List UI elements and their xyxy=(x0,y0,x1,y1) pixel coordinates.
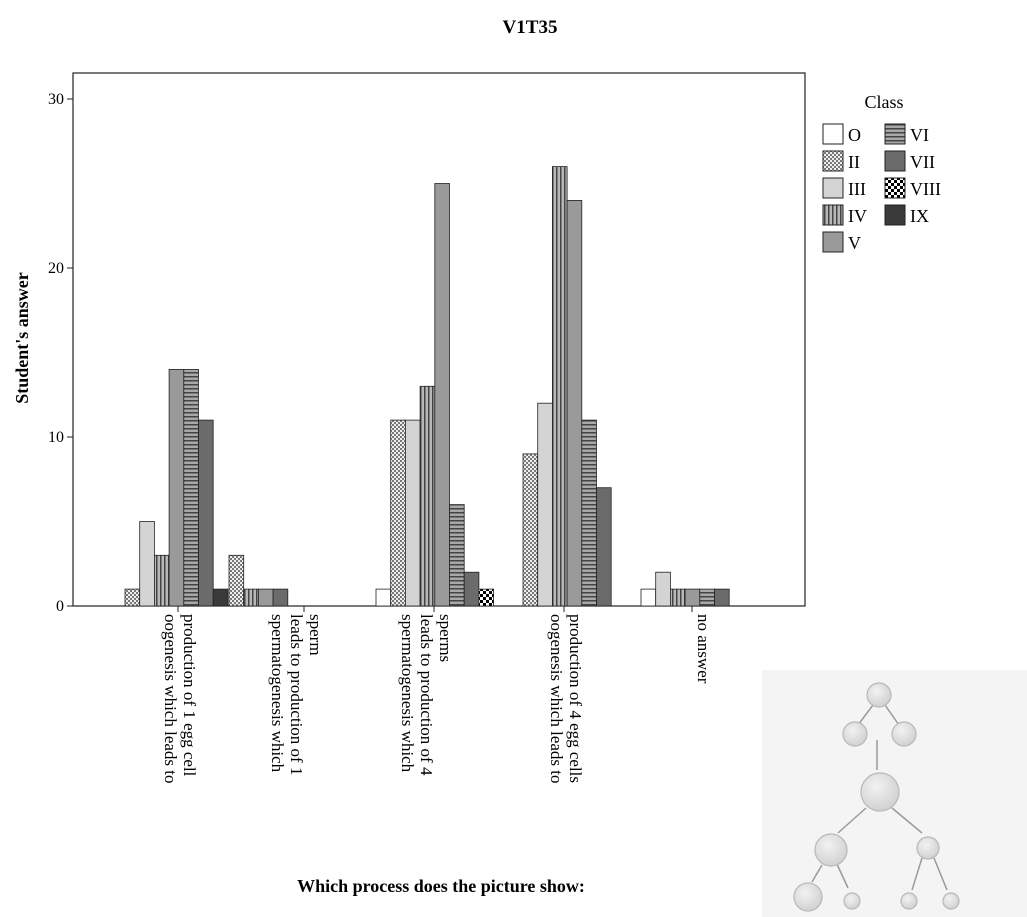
bar-ii-cat-1 xyxy=(124,588,141,607)
x-category-label: spermatogenesis which xyxy=(398,614,417,773)
x-category-label: oogenesis which leads to xyxy=(547,614,566,784)
x-axis: oogenesis which leads to production of 1 … xyxy=(161,606,713,784)
legend-swatch-iv xyxy=(822,204,844,226)
bar-iv-cat-3 xyxy=(419,385,436,607)
bars-group xyxy=(124,166,730,607)
x-category-label: no answer xyxy=(694,614,713,684)
legend-label-viii: VIII xyxy=(910,179,941,199)
bar-vi-cat-5 xyxy=(699,588,715,607)
y-tick-label: 20 xyxy=(48,260,64,277)
bar-v-cat-5 xyxy=(684,588,701,607)
bar-v-cat-1 xyxy=(168,368,185,607)
legend-swatch-ii xyxy=(822,150,844,172)
x-axis-title: Which process does the picture show: xyxy=(297,876,585,896)
bar-ii-cat-4 xyxy=(522,453,539,607)
legend-swatch-vi xyxy=(884,123,906,145)
legend-swatch-o xyxy=(822,123,844,145)
x-category-label: leads to production of 1 xyxy=(287,614,306,775)
bar-iv-cat-4 xyxy=(552,166,568,607)
y-axis: 0 10 20 30 xyxy=(48,91,73,615)
x-category-label: sperm xyxy=(306,614,325,656)
legend-label-ix: IX xyxy=(910,206,929,226)
bar-iii-cat-5 xyxy=(655,571,671,607)
legend-label-vii: VII xyxy=(910,152,935,172)
legend-label-vi: VI xyxy=(910,125,929,145)
bar-v-cat-4 xyxy=(566,199,583,607)
bar-vii-cat-2 xyxy=(272,588,289,607)
bar-iii-cat-4 xyxy=(537,402,553,607)
legend-label-v: V xyxy=(848,233,861,253)
bar-iv-cat-1 xyxy=(153,554,170,607)
x-category-label: oogenesis which leads to xyxy=(161,614,180,784)
legend-swatch-v xyxy=(822,231,844,253)
chart-title: V1T35 xyxy=(503,17,558,38)
x-category-label: production of 1 egg cell xyxy=(180,614,199,777)
bar-vi-cat-4 xyxy=(581,419,597,607)
y-axis-title: Student's answer xyxy=(12,272,32,404)
bar-o-cat-5 xyxy=(640,588,657,607)
y-tick-label: 0 xyxy=(56,598,64,615)
bar-viii-cat-3 xyxy=(478,588,494,607)
bar-vii-cat-5 xyxy=(714,588,730,607)
x-category-label: spermatogenesis which xyxy=(268,614,287,773)
bar-vi-cat-1 xyxy=(183,368,199,607)
bar-ii-cat-2 xyxy=(228,554,245,607)
bar-vii-cat-3 xyxy=(463,571,480,607)
bar-v-cat-2 xyxy=(257,588,274,607)
bar-ii-cat-3 xyxy=(390,419,406,607)
bar-o-cat-3 xyxy=(375,588,392,607)
legend-label-ii: II xyxy=(848,152,860,172)
bar-vii-cat-1 xyxy=(198,419,214,607)
bar-iii-cat-1 xyxy=(139,521,155,607)
legend-swatch-ix xyxy=(884,204,906,226)
bar-iv-cat-5 xyxy=(670,588,686,607)
x-category-label: sperms xyxy=(436,614,455,662)
legend-label-o: O xyxy=(848,125,861,145)
legend-title: Class xyxy=(864,92,903,112)
legend-label-iv: IV xyxy=(848,206,867,226)
bar-vii-cat-4 xyxy=(596,487,612,607)
y-tick-label: 10 xyxy=(48,429,64,446)
legend-swatch-iii xyxy=(822,177,844,199)
legend-swatch-vii xyxy=(884,150,906,172)
y-tick-label: 30 xyxy=(48,91,64,108)
legend-label-iii: III xyxy=(848,179,866,199)
x-category-label: production of 4 egg cells xyxy=(566,614,585,783)
x-category-label: leads to production of 4 xyxy=(417,614,436,776)
bar-iv-cat-2 xyxy=(243,588,259,607)
bar-vi-cat-3 xyxy=(449,504,465,607)
bar-ix-cat-1 xyxy=(212,588,229,607)
bar-v-cat-3 xyxy=(434,183,450,607)
bar-iii-cat-3 xyxy=(404,419,421,607)
legend-swatch-viii xyxy=(884,177,906,199)
cell-division-diagram xyxy=(762,670,1027,917)
